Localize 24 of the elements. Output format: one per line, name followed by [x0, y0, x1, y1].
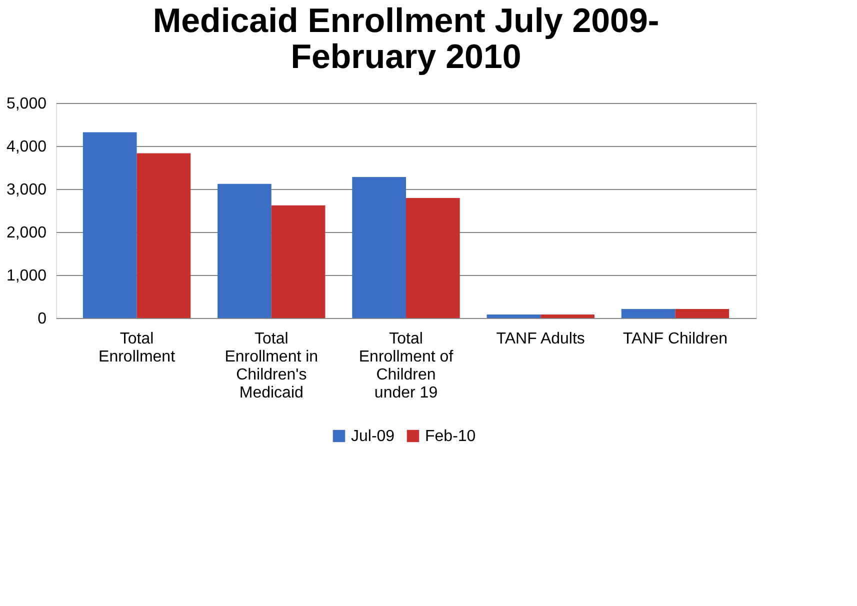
bar [271, 205, 326, 318]
bar [218, 184, 272, 318]
chart-title: Medicaid Enrollment July 2009-February 2010 [152, 2, 660, 76]
y-tick-label: 2,000 [6, 224, 47, 242]
y-tick-label: 5,000 [6, 96, 47, 112]
legend-label: Jul-09 [351, 428, 395, 445]
x-tick-label: Total Enrollment in Children's Medicaid [224, 330, 318, 402]
y-tick-label: 4,000 [6, 138, 47, 156]
bar [675, 308, 730, 318]
y-tick-label: 1,000 [6, 268, 47, 284]
bar [406, 198, 460, 318]
x-tick-label: Total Enrollment [98, 330, 176, 366]
x-tick-label: TANF Adults [496, 330, 585, 348]
bar [82, 132, 137, 318]
x-tick-label: Total Enrollment of Children under 19 [358, 330, 454, 402]
bar [486, 314, 541, 318]
bar [540, 314, 594, 318]
x-tick-label: TANF Children [622, 330, 728, 348]
bar [621, 308, 676, 318]
bar [352, 176, 406, 318]
legend-label: Feb-10 [425, 428, 476, 445]
y-tick-label: 3,000 [6, 182, 47, 198]
bar [136, 153, 191, 318]
y-tick-label: 0 [38, 310, 47, 328]
